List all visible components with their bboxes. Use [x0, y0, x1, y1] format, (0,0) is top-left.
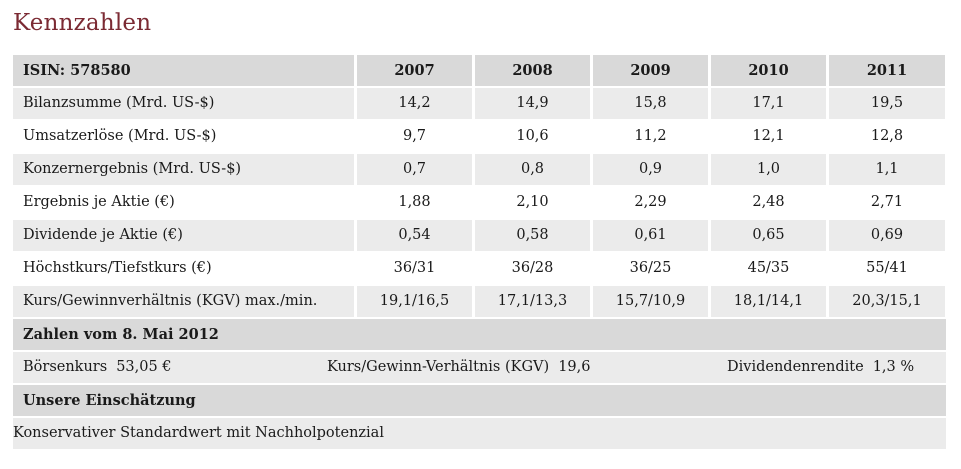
cell-value: 14,9	[475, 88, 590, 119]
cell-value: 2,10	[475, 187, 590, 218]
cell-value: 1,88	[357, 187, 472, 218]
cell-value: 2,71	[829, 187, 945, 218]
rendite-value: 1,3 %	[872, 359, 915, 375]
cell-value: 11,2	[593, 121, 708, 152]
kgv-value: 19,6	[558, 359, 591, 375]
cell-value: 1,0	[711, 154, 826, 185]
year-header-2010: 2010	[711, 55, 826, 86]
year-header-2007: 2007	[357, 55, 472, 86]
cell-value: 12,1	[711, 121, 826, 152]
cell-value: 17,1	[711, 88, 826, 119]
snapshot-values: Börsenkurs 53,05 € Kurs/Gewinn-Verhältnis…	[13, 352, 946, 383]
snapshot-heading-row: Zahlen vom 8. Mai 2012	[13, 319, 946, 352]
row-label: Höchstkurs/Tiefstkurs (€)	[13, 253, 354, 284]
row-label: Umsatzerlöse (Mrd. US-$)	[13, 121, 354, 152]
boersenkurs-group: Börsenkurs 53,05 €	[23, 352, 172, 383]
cell-value: 15,7/10,9	[593, 286, 708, 317]
cell-value: 14,2	[357, 88, 472, 119]
cell-value: 0,61	[593, 220, 708, 251]
assessment-text-row: Konservativer Standardwert mit Nachholpo…	[13, 418, 946, 451]
year-header-2011: 2011	[829, 55, 945, 86]
assessment-text: Konservativer Standardwert mit Nachholpo…	[13, 418, 946, 449]
row-label: Konzernergebnis (Mrd. US-$)	[13, 154, 354, 185]
table-row: Umsatzerlöse (Mrd. US-$) 9,7 10,6 11,2 1…	[13, 121, 946, 154]
table-header-row: ISIN: 578580 2007 2008 2009 2010 2011	[13, 55, 946, 88]
cell-value: 55/41	[829, 253, 945, 284]
cell-value: 17,1/13,3	[475, 286, 590, 317]
cell-value: 0,7	[357, 154, 472, 185]
table-row: Bilanzsumme (Mrd. US-$) 14,2 14,9 15,8 1…	[13, 88, 946, 121]
snapshot-values-row: Börsenkurs 53,05 € Kurs/Gewinn-Verhältnis…	[13, 352, 946, 385]
cell-value: 10,6	[475, 121, 590, 152]
row-label: Bilanzsumme (Mrd. US-$)	[13, 88, 354, 119]
cell-value: 0,8	[475, 154, 590, 185]
year-header-2008: 2008	[475, 55, 590, 86]
table-row: Dividende je Aktie (€) 0,54 0,58 0,61 0,…	[13, 220, 946, 253]
isin-header: ISIN: 578580	[13, 55, 354, 86]
cell-value: 0,9	[593, 154, 708, 185]
rendite-label: Dividendenrendite	[727, 359, 864, 375]
cell-value: 12,8	[829, 121, 945, 152]
row-label: Kurs/Gewinnverhältnis (KGV) max./min.	[13, 286, 354, 317]
kgv-group: Kurs/Gewinn-Verhältnis (KGV) 19,6	[327, 352, 590, 383]
cell-value: 36/31	[357, 253, 472, 284]
cell-value: 9,7	[357, 121, 472, 152]
row-label: Dividende je Aktie (€)	[13, 220, 354, 251]
cell-value: 19,5	[829, 88, 945, 119]
table-row: Konzernergebnis (Mrd. US-$) 0,7 0,8 0,9 …	[13, 154, 946, 187]
table-row: Ergebnis je Aktie (€) 1,88 2,10 2,29 2,4…	[13, 187, 946, 220]
cell-value: 0,54	[357, 220, 472, 251]
table-row: Kurs/Gewinnverhältnis (KGV) max./min. 19…	[13, 286, 946, 319]
cell-value: 2,48	[711, 187, 826, 218]
cell-value: 18,1/14,1	[711, 286, 826, 317]
cell-value: 19,1/16,5	[357, 286, 472, 317]
boersenkurs-label: Börsenkurs	[23, 359, 108, 375]
cell-value: 0,65	[711, 220, 826, 251]
cell-value: 0,69	[829, 220, 945, 251]
cell-value: 1,1	[829, 154, 945, 185]
table-row: Höchstkurs/Tiefstkurs (€) 36/31 36/28 36…	[13, 253, 946, 286]
kgv-label: Kurs/Gewinn-Verhältnis (KGV)	[327, 359, 550, 375]
cell-value: 45/35	[711, 253, 826, 284]
cell-value: 2,29	[593, 187, 708, 218]
snapshot-heading: Zahlen vom 8. Mai 2012	[13, 319, 946, 350]
boersenkurs-value: 53,05 €	[116, 359, 172, 375]
cell-value: 15,8	[593, 88, 708, 119]
key-figures-table: ISIN: 578580 2007 2008 2009 2010 2011 Bi…	[13, 55, 946, 451]
assessment-heading: Unsere Einschätzung	[13, 385, 946, 416]
rendite-group: Dividendenrendite 1,3 %	[727, 352, 914, 383]
cell-value: 20,3/15,1	[829, 286, 945, 317]
cell-value: 36/25	[593, 253, 708, 284]
assessment-heading-row: Unsere Einschätzung	[13, 385, 946, 418]
cell-value: 0,58	[475, 220, 590, 251]
row-label: Ergebnis je Aktie (€)	[13, 187, 354, 218]
page-title: Kennzahlen	[13, 10, 152, 36]
cell-value: 36/28	[475, 253, 590, 284]
year-header-2009: 2009	[593, 55, 708, 86]
